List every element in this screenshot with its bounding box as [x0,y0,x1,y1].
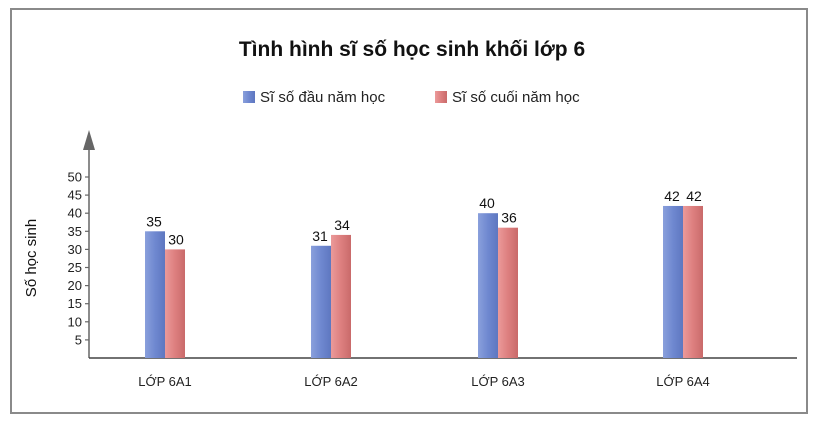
y-axis-arrow [83,130,95,150]
bar [311,245,331,358]
legend-label-start: Sĩ số đầu năm học [260,89,386,106]
y-axis-label: Số học sinh [23,219,40,297]
y-tick-label: 25 [68,260,82,275]
chart-title: Tình hình sĩ số học sinh khối lớp 6 [239,38,585,61]
bar [145,231,165,358]
data-label: 42 [664,188,680,204]
y-tick-label: 40 [68,206,82,221]
data-label: 36 [501,210,517,226]
x-tick-label: LỚP 6A2 [304,374,358,389]
legend-swatch-start [243,91,255,103]
axes: 5 10 15 20 25 30 35 40 45 50 LỚP 6A1 LỚP 6A2 LỚP 6A3… [68,130,797,389]
legend: Sĩ số đầu năm học Sĩ số cuối năm học [243,89,580,106]
x-tick-label: LỚP 6A1 [138,374,192,389]
y-tick-label: 20 [68,278,82,293]
legend-swatch-end [435,91,447,103]
y-tick-label: 50 [68,170,82,185]
data-label: 42 [686,188,702,204]
data-label: 30 [168,231,184,247]
bar [498,227,518,358]
y-tick-label: 15 [68,296,82,311]
bar [683,205,703,358]
data-label: 34 [334,217,350,233]
bar [478,213,498,358]
data-label: 31 [312,228,328,244]
bar [165,249,185,358]
data-label: 40 [479,195,495,211]
y-tick-label: 35 [68,224,82,239]
y-tick-label: 45 [68,188,82,203]
legend-label-end: Sĩ số cuối năm học [452,89,580,106]
x-tick-label: LỚP 6A4 [656,374,710,389]
bars [145,205,703,358]
x-tick-label: LỚP 6A3 [471,374,525,389]
data-label: 35 [146,213,162,229]
bar [331,234,351,358]
bar [663,205,683,358]
y-tick-label: 5 [75,332,82,347]
data-labels: 35 30 31 34 40 36 42 42 [146,188,702,247]
y-tick-label: 30 [68,242,82,257]
y-tick-label: 10 [68,314,82,329]
